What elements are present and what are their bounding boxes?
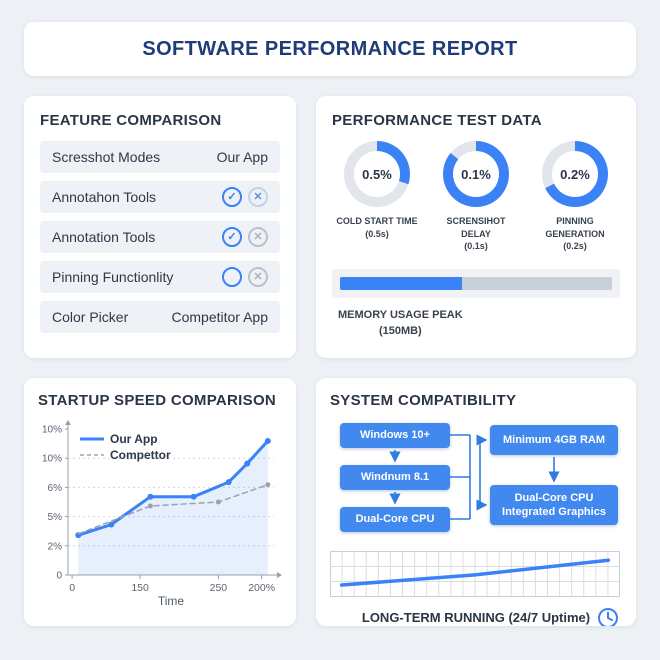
feature-status-icons: ✓ ✕ [222,267,268,287]
table-row: Annotahon Tools ✓ ✕ [40,181,280,213]
memory-bar-caption: MEMORY USAGE PEAK (150MB) [338,308,463,337]
empty-circle-icon: ✓ [222,267,242,287]
check-circle-icon: ✓ [222,187,242,207]
donut-caption: PINNING GENERATION (0.2s) [545,216,605,252]
table-row: Annotation Tools ✓ ✕ [40,221,280,253]
feature-label: Annotahon Tools [52,189,157,205]
feature-label: Color Picker [52,309,129,325]
svg-text:Our App: Our App [110,432,158,446]
donut-value: 0.2% [560,166,590,182]
feature-comparison-title: FEATURE COMPARISON [40,112,222,129]
memory-bar-fill [340,276,463,290]
cross-circle-icon: ✕ [248,227,268,247]
donut-cold-start: 0.5% COLD START TIME (0.5s) [332,141,422,253]
feature-value: Our App [216,149,268,165]
donut-ring: 0.2% [542,141,608,207]
table-row: Scresshot Modes Our App [40,141,280,173]
feature-status-icons: ✓ ✕ [222,227,268,247]
startup-title: STARTUP SPEED COMPARISON [38,392,277,409]
donut-ring: 0.5% [344,141,410,207]
panel-grid: FEATURE COMPARISON Scresshot Modes Our A… [24,96,636,626]
svg-text:Compettor: Compettor [110,448,171,462]
svg-text:0: 0 [56,571,62,582]
feature-label: Annotation Tools [52,229,156,245]
report-header: SOFTWARE PERFORMANCE REPORT [24,22,636,76]
uptime-chart [329,551,621,597]
donut-caption: COLD START TIME (0.5s) [336,216,418,239]
svg-text:Time: Time [158,594,185,608]
compatibility-flowchart: Windows 10+ Windnum 8.1 Dual-Core CPU Mi… [330,421,622,543]
donut-screenshot-delay: 0.1% SCRENSIHOT DELAY (0.1s) [431,141,521,253]
startup-panel: STARTUP SPEED COMPARISON 10% 10% 6% 5% 2% 0 0 1… [24,378,296,626]
donut-caption: SCRENSIHOT DELAY (0.1s) [446,216,506,252]
feature-status-icons: ✓ ✕ [222,187,268,207]
startup-chart: 10% 10% 6% 5% 2% 00 150 250 200% Time Our App Compe… [42,420,282,608]
svg-text:250: 250 [210,582,228,594]
feature-label: Scresshot Modes [52,149,161,165]
feature-table: Scresshot Modes Our App Annotahon Tools … [40,141,280,333]
feature-comparison-panel: FEATURE COMPARISON Scresshot Modes Our A… [24,96,296,358]
performance-title: PERFORMANCE TEST DATA [332,112,542,129]
svg-text:2%: 2% [48,541,63,552]
table-row: Color Picker Competitor App [40,301,280,333]
svg-text:10%: 10% [42,425,62,436]
cross-circle-icon: ✕ [248,187,268,207]
uptime-caption: LONG-TERM RUNNING (24/7 Uptime) [330,608,622,626]
flow-connectors [389,434,560,520]
table-row: Pinning Functionlity ✓ ✕ [40,261,280,293]
feature-label: Pinning Functionlity [52,269,174,285]
flow-box-min-ram: Minimum 4GB RAM [490,425,618,455]
performance-panel: PERFORMANCE TEST DATA 0.5% COLD START TI… [316,96,636,358]
check-circle-icon: ✓ [222,227,242,247]
memory-bar-track [332,268,620,298]
svg-text:6%: 6% [48,483,63,494]
svg-text:5%: 5% [48,512,63,523]
donut-row: 0.5% COLD START TIME (0.5s) 0.1% SCRENSI… [332,141,620,253]
flow-box-windows10: Windows 10+ [340,423,450,448]
cross-circle-icon: ✕ [248,267,268,287]
svg-text:10%: 10% [42,454,62,465]
donut-ring: 0.1% [443,141,509,207]
compatibility-panel: SYSTEM COMPATIBILITY [316,378,636,626]
clock-icon [598,608,618,626]
uptime-section: LONG-TERM RUNNING (24/7 Uptime) [329,551,622,626]
svg-text:200%: 200% [248,582,275,594]
svg-text:0: 0 [69,582,75,594]
donut-pinning-generation: 0.2% PINNING GENERATION (0.2s) [530,141,620,253]
flow-box-dual-core-cpu: Dual-Core CPU [340,507,450,532]
flow-box-integrated-graphics: Dual-Core CPU Integrated Graphics [490,485,618,525]
flow-box-windows81: Windnum 8.1 [340,465,450,490]
feature-value: Competitor App [171,309,269,325]
compatibility-title: SYSTEM COMPATIBILITY [330,392,517,409]
svg-text:150: 150 [131,582,149,594]
page-title: SOFTWARE PERFORMANCE REPORT [142,37,518,60]
donut-value: 0.1% [461,166,491,182]
donut-value: 0.5% [362,166,392,182]
